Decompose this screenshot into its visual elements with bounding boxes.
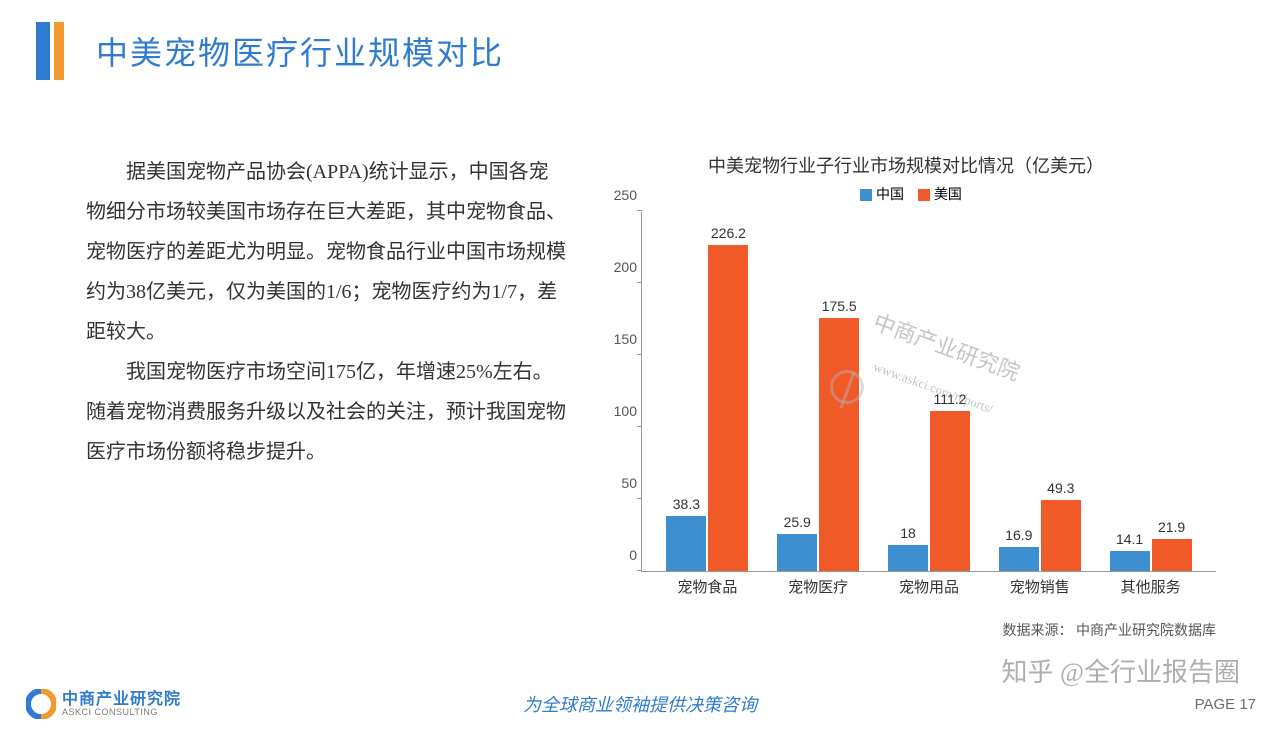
paragraph-1: 据美国宠物产品协会(APPA)统计显示，中国各宠物细分市场较美国市场存在巨大差距…	[86, 152, 566, 352]
bar-china: 18	[888, 545, 928, 571]
bar-chart: 38.3226.2宠物食品 25.9175.5宠物医疗 18111.2宠物用品 16.…	[641, 212, 1216, 572]
bar-value-label: 16.9	[1005, 527, 1032, 543]
bar-us: 226.2	[708, 245, 748, 571]
category-label: 宠物用品	[888, 576, 970, 597]
bar-value-label: 49.3	[1047, 480, 1074, 496]
source-value: 中商产业研究院数据库	[1076, 624, 1216, 639]
y-axis-tick: 150	[597, 331, 637, 347]
slide-header: 中美宠物医疗行业规模对比	[0, 0, 1280, 80]
chart-panel: 中美宠物行业子行业市场规模对比情况（亿美元） 中国 美国 38.3226.2宠物…	[596, 152, 1216, 640]
accent-stripe-orange	[54, 22, 64, 80]
page-num-value: 17	[1239, 696, 1256, 713]
bar-china: 14.1	[1110, 551, 1150, 571]
bar-group: 25.9175.5宠物医疗	[777, 212, 859, 571]
bar-group: 18111.2宠物用品	[888, 212, 970, 571]
content-row: 据美国宠物产品协会(APPA)统计显示，中国各宠物细分市场较美国市场存在巨大差距…	[0, 80, 1280, 640]
logo-icon	[26, 689, 56, 719]
footer-slogan: 为全球商业领袖提供决策咨询	[523, 691, 757, 717]
chart-title: 中美宠物行业子行业市场规模对比情况（亿美元）	[596, 152, 1216, 178]
bar-value-label: 175.5	[822, 298, 857, 314]
bar-group: 14.121.9其他服务	[1110, 212, 1192, 571]
chart-legend: 中国 美国	[596, 184, 1216, 204]
legend-swatch-china	[860, 189, 872, 201]
y-axis-tick: 100	[597, 403, 637, 419]
bar-value-label: 38.3	[673, 496, 700, 512]
bar-china: 38.3	[666, 516, 706, 571]
bar-us: 175.5	[819, 318, 859, 571]
paragraph-2: 我国宠物医疗市场空间175亿，年增速25%左右。随着宠物消费服务升级以及社会的关…	[86, 352, 566, 472]
chart-source: 数据来源： 中商产业研究院数据库	[596, 620, 1216, 640]
bar-value-label: 25.9	[784, 514, 811, 530]
y-axis-tick: 250	[597, 187, 637, 203]
category-label: 宠物销售	[999, 576, 1081, 597]
category-label: 宠物食品	[666, 576, 748, 597]
bar-value-label: 21.9	[1158, 519, 1185, 535]
bar-value-label: 111.2	[934, 391, 967, 407]
bar-value-label: 226.2	[711, 225, 746, 241]
watermark-zhihu: 知乎 @全行业报告圈	[1002, 652, 1240, 689]
category-label: 宠物医疗	[777, 576, 859, 597]
page-label: PAGE	[1195, 696, 1236, 713]
slide-footer: 中商产业研究院 ASKCI CONSULTING 为全球商业领袖提供决策咨询 P…	[0, 689, 1280, 719]
bar-group: 38.3226.2宠物食品	[666, 212, 748, 571]
bar-us: 49.3	[1041, 500, 1081, 571]
y-axis-tick: 50	[597, 475, 637, 491]
bar-us: 111.2	[930, 411, 970, 571]
page-number: PAGE 17	[1195, 696, 1256, 713]
logo-text-cn: 中商产业研究院	[62, 692, 181, 708]
bar-value-label: 18	[900, 525, 916, 541]
y-axis-tick: 200	[597, 259, 637, 275]
y-axis-tick: 0	[597, 547, 637, 563]
legend-label-china: 中国	[876, 186, 904, 202]
bar-china: 16.9	[999, 547, 1039, 571]
source-label: 数据来源：	[1003, 624, 1073, 639]
bar-value-label: 14.1	[1116, 531, 1143, 547]
bar-china: 25.9	[777, 534, 817, 571]
body-text: 据美国宠物产品协会(APPA)统计显示，中国各宠物细分市场较美国市场存在巨大差距…	[86, 152, 566, 640]
brand-logo: 中商产业研究院 ASKCI CONSULTING	[26, 689, 181, 719]
legend-label-us: 美国	[934, 186, 962, 202]
category-label: 其他服务	[1110, 576, 1192, 597]
page-title: 中美宠物医疗行业规模对比	[96, 28, 504, 74]
logo-text-en: ASKCI CONSULTING	[62, 708, 181, 717]
bar-group: 16.949.3宠物销售	[999, 212, 1081, 571]
accent-stripe-blue	[36, 22, 50, 80]
legend-swatch-us	[918, 189, 930, 201]
bar-us: 21.9	[1152, 539, 1192, 571]
